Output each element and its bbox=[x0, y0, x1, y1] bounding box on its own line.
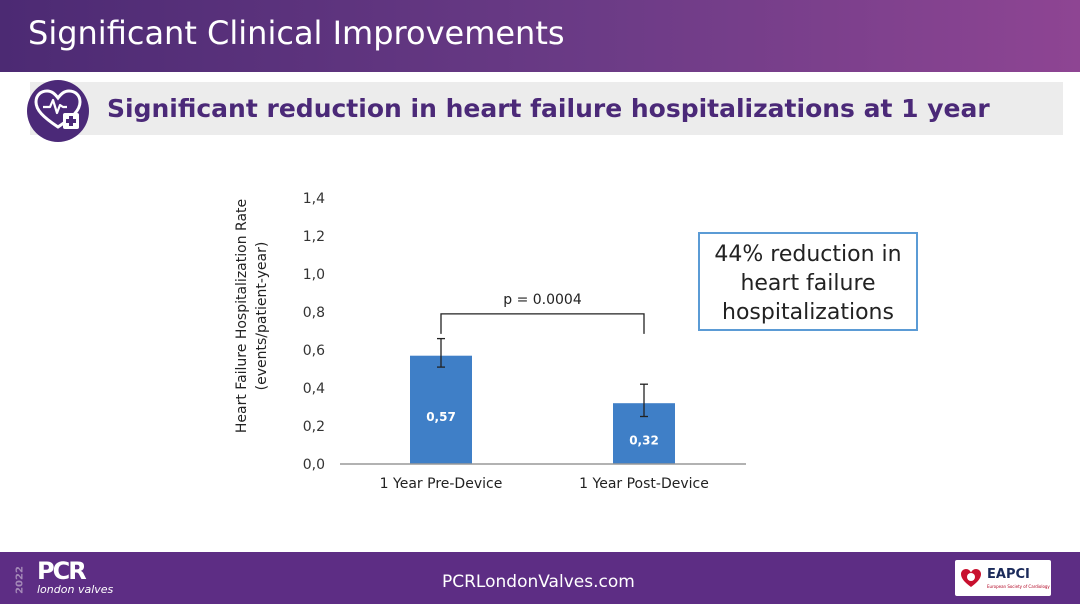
slide-subtitle: Significant reduction in heart failure h… bbox=[107, 94, 990, 123]
heart-plus-icon bbox=[23, 79, 93, 143]
eapci-logo-text: EAPCI bbox=[987, 567, 1030, 582]
footer-bar bbox=[0, 552, 1080, 604]
x-axis-labels: 1 Year Pre-Device 1 Year Post-Device bbox=[380, 476, 709, 492]
y-tick-label: 1,4 bbox=[303, 191, 325, 207]
pcr-logo-subtitle: london valves bbox=[37, 583, 114, 596]
x-category-label: 1 Year Post-Device bbox=[579, 476, 709, 492]
y-tick-label: 1,2 bbox=[303, 229, 325, 245]
y-axis-title-line1: Heart Failure Hospitalization Rate bbox=[234, 199, 250, 433]
callout-line1: 44% reduction in bbox=[714, 242, 902, 267]
slide-title: Significant Clinical Improvements bbox=[28, 14, 565, 52]
pcr-year: 2022 bbox=[14, 566, 26, 594]
error-bar-1 bbox=[437, 337, 445, 368]
bar-value-label: 0,57 bbox=[426, 410, 456, 424]
footer-url[interactable]: PCRLondonValves.com bbox=[442, 572, 635, 592]
y-axis-ticks: 0,0 0,2 0,4 0,6 0,8 1,0 1,2 1,4 bbox=[303, 191, 325, 473]
y-axis-title-line2: (events/patient-year) bbox=[254, 242, 270, 391]
significance-bracket: p = 0.0004 bbox=[440, 292, 645, 334]
y-tick-label: 0,2 bbox=[303, 419, 325, 435]
y-axis-title: Heart Failure Hospitalization Rate (even… bbox=[234, 199, 270, 433]
x-category-label: 1 Year Pre-Device bbox=[380, 476, 503, 492]
bars: 0,57 0,32 bbox=[410, 337, 675, 464]
pcr-logo: PCR bbox=[37, 557, 87, 585]
eapci-logo-subtext: European Society of Cardiology bbox=[987, 584, 1050, 589]
callout-line3: hospitalizations bbox=[722, 300, 894, 325]
bar-1 bbox=[410, 355, 472, 464]
p-value-annotation: p = 0.0004 bbox=[503, 292, 582, 308]
bracket-line bbox=[440, 313, 645, 334]
header-bar bbox=[0, 0, 1080, 72]
subtitle-band bbox=[30, 82, 1063, 135]
bar-value-label: 0,32 bbox=[629, 434, 659, 448]
reduction-callout: 44% reduction in heart failure hospitali… bbox=[698, 232, 918, 331]
y-tick-label: 1,0 bbox=[303, 267, 325, 283]
y-tick-label: 0,8 bbox=[303, 305, 325, 321]
y-tick-label: 0,4 bbox=[303, 381, 325, 397]
y-tick-label: 0,6 bbox=[303, 343, 325, 359]
y-tick-label: 0,0 bbox=[303, 457, 325, 473]
eapci-heart-icon bbox=[959, 566, 983, 590]
error-bar-2 bbox=[640, 383, 648, 418]
callout-line2: heart failure bbox=[740, 271, 876, 296]
